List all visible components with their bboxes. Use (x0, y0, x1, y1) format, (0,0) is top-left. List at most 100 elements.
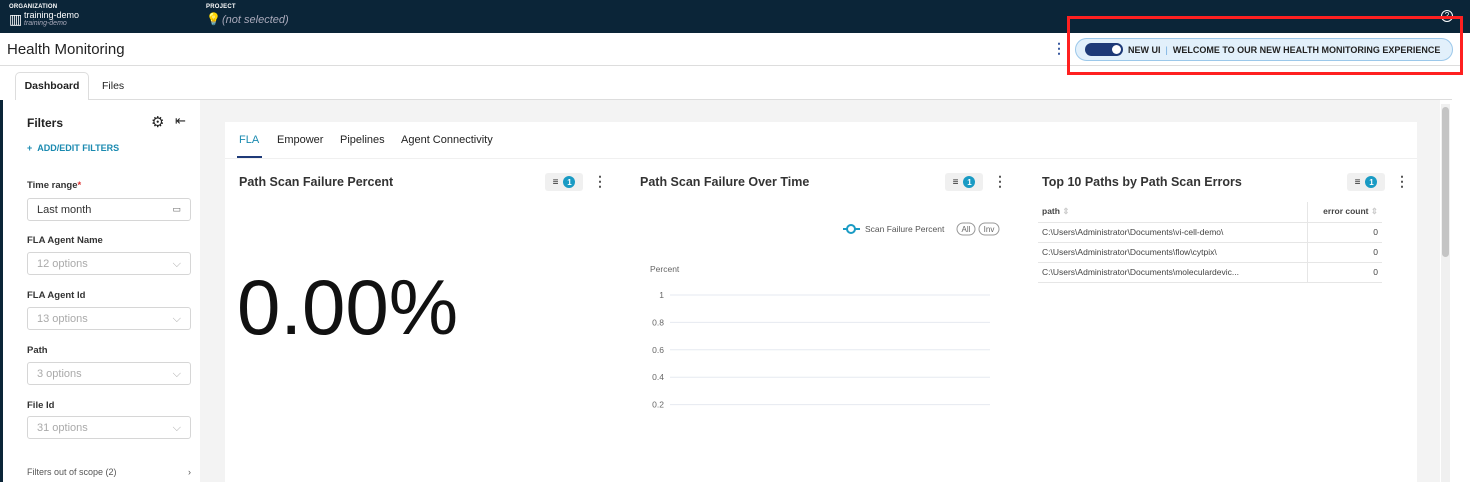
legend-marker (846, 224, 856, 234)
table-row[interactable]: C:\Users\Administrator\Documents\flow\cy… (1038, 242, 1382, 263)
select-placeholder: 12 options (37, 258, 88, 270)
path-cell: C:\Users\Administrator\Documents\flow\cy… (1038, 242, 1308, 263)
count-cell: 0 (1307, 222, 1382, 243)
legend-inv-label: Inv (984, 225, 995, 234)
table-row[interactable]: C:\Users\Administrator\Documents\vi-cell… (1038, 222, 1382, 243)
project-label: PROJECT (206, 4, 236, 10)
new-ui-toggle[interactable] (1085, 43, 1123, 56)
org-sub: training-demo (24, 20, 67, 27)
filter-count: 1 (563, 176, 576, 188)
lightbulb-icon: 💡 (206, 12, 221, 26)
filter-badge[interactable]: ≡ 1 (545, 173, 583, 191)
building-icon: ▥ (9, 11, 23, 27)
more-options-icon[interactable]: ⋮ (1052, 40, 1066, 56)
page-title: Health Monitoring (7, 41, 125, 58)
filter-icon: ≡ (952, 176, 959, 188)
org-label: ORGANIZATION (9, 4, 58, 10)
filter-badge[interactable]: ≡ 1 (945, 173, 983, 191)
tab-pipelines[interactable]: Pipelines (340, 134, 385, 146)
time-range-text: Time range (27, 180, 78, 191)
calendar-icon: ▭ (172, 204, 181, 214)
chevron-down-icon: ⌵ (172, 313, 181, 325)
table-row[interactable]: C:\Users\Administrator\Documents\molecul… (1038, 262, 1382, 283)
count-cell: 0 (1307, 242, 1382, 263)
tab-dashboard[interactable]: Dashboard (15, 72, 89, 101)
time-range-label: Time range* (27, 180, 81, 191)
separator: | (1165, 44, 1168, 55)
filter-label: File Id (27, 400, 55, 411)
out-of-scope-label: Filters out of scope (2) (27, 467, 117, 477)
legend-inv-button[interactable] (978, 222, 1000, 236)
plus-icon: + (27, 143, 38, 153)
add-edit-filters-button[interactable]: + ADD/EDIT FILTERS (27, 143, 119, 153)
org-name: training-demo (24, 10, 80, 20)
panel-menu-icon[interactable]: ⋮ (1395, 173, 1409, 189)
filter-count: 1 (1365, 176, 1378, 188)
y-tick-label: 0.6 (652, 345, 664, 355)
panel-menu-icon[interactable]: ⋮ (593, 173, 607, 189)
chevron-down-icon: ⌵ (172, 368, 181, 380)
filters-out-of-scope[interactable]: Filters out of scope (2) › (27, 467, 191, 477)
project-selector[interactable]: (not selected) (222, 14, 289, 26)
path-cell: C:\Users\Administrator\Documents\molecul… (1038, 262, 1308, 283)
y-tick-label: 0.2 (652, 400, 664, 410)
collapse-icon[interactable]: ⇤ (175, 113, 186, 128)
panel-menu-icon[interactable]: ⋮ (993, 173, 1007, 189)
select-placeholder: 13 options (37, 313, 88, 325)
highlight-box (1067, 16, 1463, 75)
column-error-count[interactable]: error count ⇕ (1307, 202, 1382, 223)
file-id-select[interactable]: 31 options ⌵ (27, 416, 191, 439)
y-tick-label: 1 (659, 290, 664, 300)
chevron-right-icon: › (188, 467, 191, 477)
chevron-down-icon: ⌵ (172, 258, 181, 270)
paths-table: path ⇕ error count ⇕ C:\Users\Administrat… (1038, 202, 1382, 283)
y-axis-label: Percent (650, 264, 680, 274)
active-tab-indicator (237, 156, 262, 158)
new-ui-banner: NEW UI | WELCOME TO OUR NEW HEALTH MONIT… (1075, 38, 1453, 61)
big-number: 0.00% (237, 263, 459, 351)
select-placeholder: 3 options (37, 368, 82, 380)
filter-label: Path (27, 345, 48, 356)
legend-label: Scan Failure Percent (865, 224, 945, 234)
tab-divider (89, 99, 1452, 100)
panel-title: Path Scan Failure Over Time (640, 175, 810, 189)
filter-icon: ≡ (552, 176, 559, 188)
legend-all-label: All (962, 225, 971, 234)
filter-count: 1 (963, 176, 976, 188)
tab-fla[interactable]: FLA (239, 134, 260, 146)
fla-agent-name-select[interactable]: 12 options ⌵ (27, 252, 191, 275)
column-path[interactable]: path ⇕ (1038, 202, 1308, 223)
time-range-input[interactable]: Last month ▭ (27, 198, 191, 221)
page-header: Health Monitoring ⋮ NEW UI | WELCOME TO … (0, 33, 1462, 66)
path-select[interactable]: 3 options ⌵ (27, 362, 191, 385)
legend-all-button[interactable] (956, 222, 976, 236)
y-tick-label: 0.4 (652, 372, 664, 382)
tab-agent-connectivity[interactable]: Agent Connectivity (401, 134, 493, 146)
toggle-label: NEW UI (1128, 44, 1161, 55)
gear-icon[interactable]: ⚙ (151, 114, 165, 131)
select-placeholder: 31 options (37, 422, 88, 434)
filter-badge[interactable]: ≡ 1 (1347, 173, 1385, 191)
add-edit-label: ADD/EDIT FILTERS (37, 143, 120, 153)
chevron-down-icon: ⌵ (172, 422, 181, 434)
required-mark: * (77, 180, 82, 191)
banner-text: WELCOME TO OUR NEW HEALTH MONITORING EXP… (1172, 44, 1441, 55)
table-header: path ⇕ error count ⇕ (1038, 202, 1382, 223)
panel-title: Top 10 Paths by Path Scan Errors (1042, 175, 1242, 189)
filter-label: FLA Agent Id (27, 290, 86, 301)
line-chart: Percent00.20.40.60.812025-05-272025-06-0… (650, 222, 1000, 410)
tab-empower[interactable]: Empower (277, 134, 324, 146)
y-tick-label: 0.8 (652, 317, 664, 327)
path-cell: C:\Users\Administrator\Documents\vi-cell… (1038, 222, 1308, 243)
scrollbar-thumb[interactable] (1442, 107, 1449, 257)
tab-files[interactable]: Files (102, 80, 125, 92)
filter-icon: ≡ (1354, 176, 1361, 188)
scrollbar[interactable] (1441, 104, 1450, 482)
dashboard-card: FLA Empower Pipelines Agent Connectivity… (225, 122, 1417, 482)
filters-title: Filters (27, 116, 64, 130)
filters-sidebar: Filters ⚙ ⇤ + ADD/EDIT FILTERS Time rang… (0, 100, 200, 482)
filter-label: FLA Agent Name (27, 235, 103, 246)
panel-title: Path Scan Failure Percent (239, 175, 394, 189)
org-switcher[interactable]: training-demo training-demo (24, 10, 79, 27)
fla-agent-id-select[interactable]: 13 options ⌵ (27, 307, 191, 330)
